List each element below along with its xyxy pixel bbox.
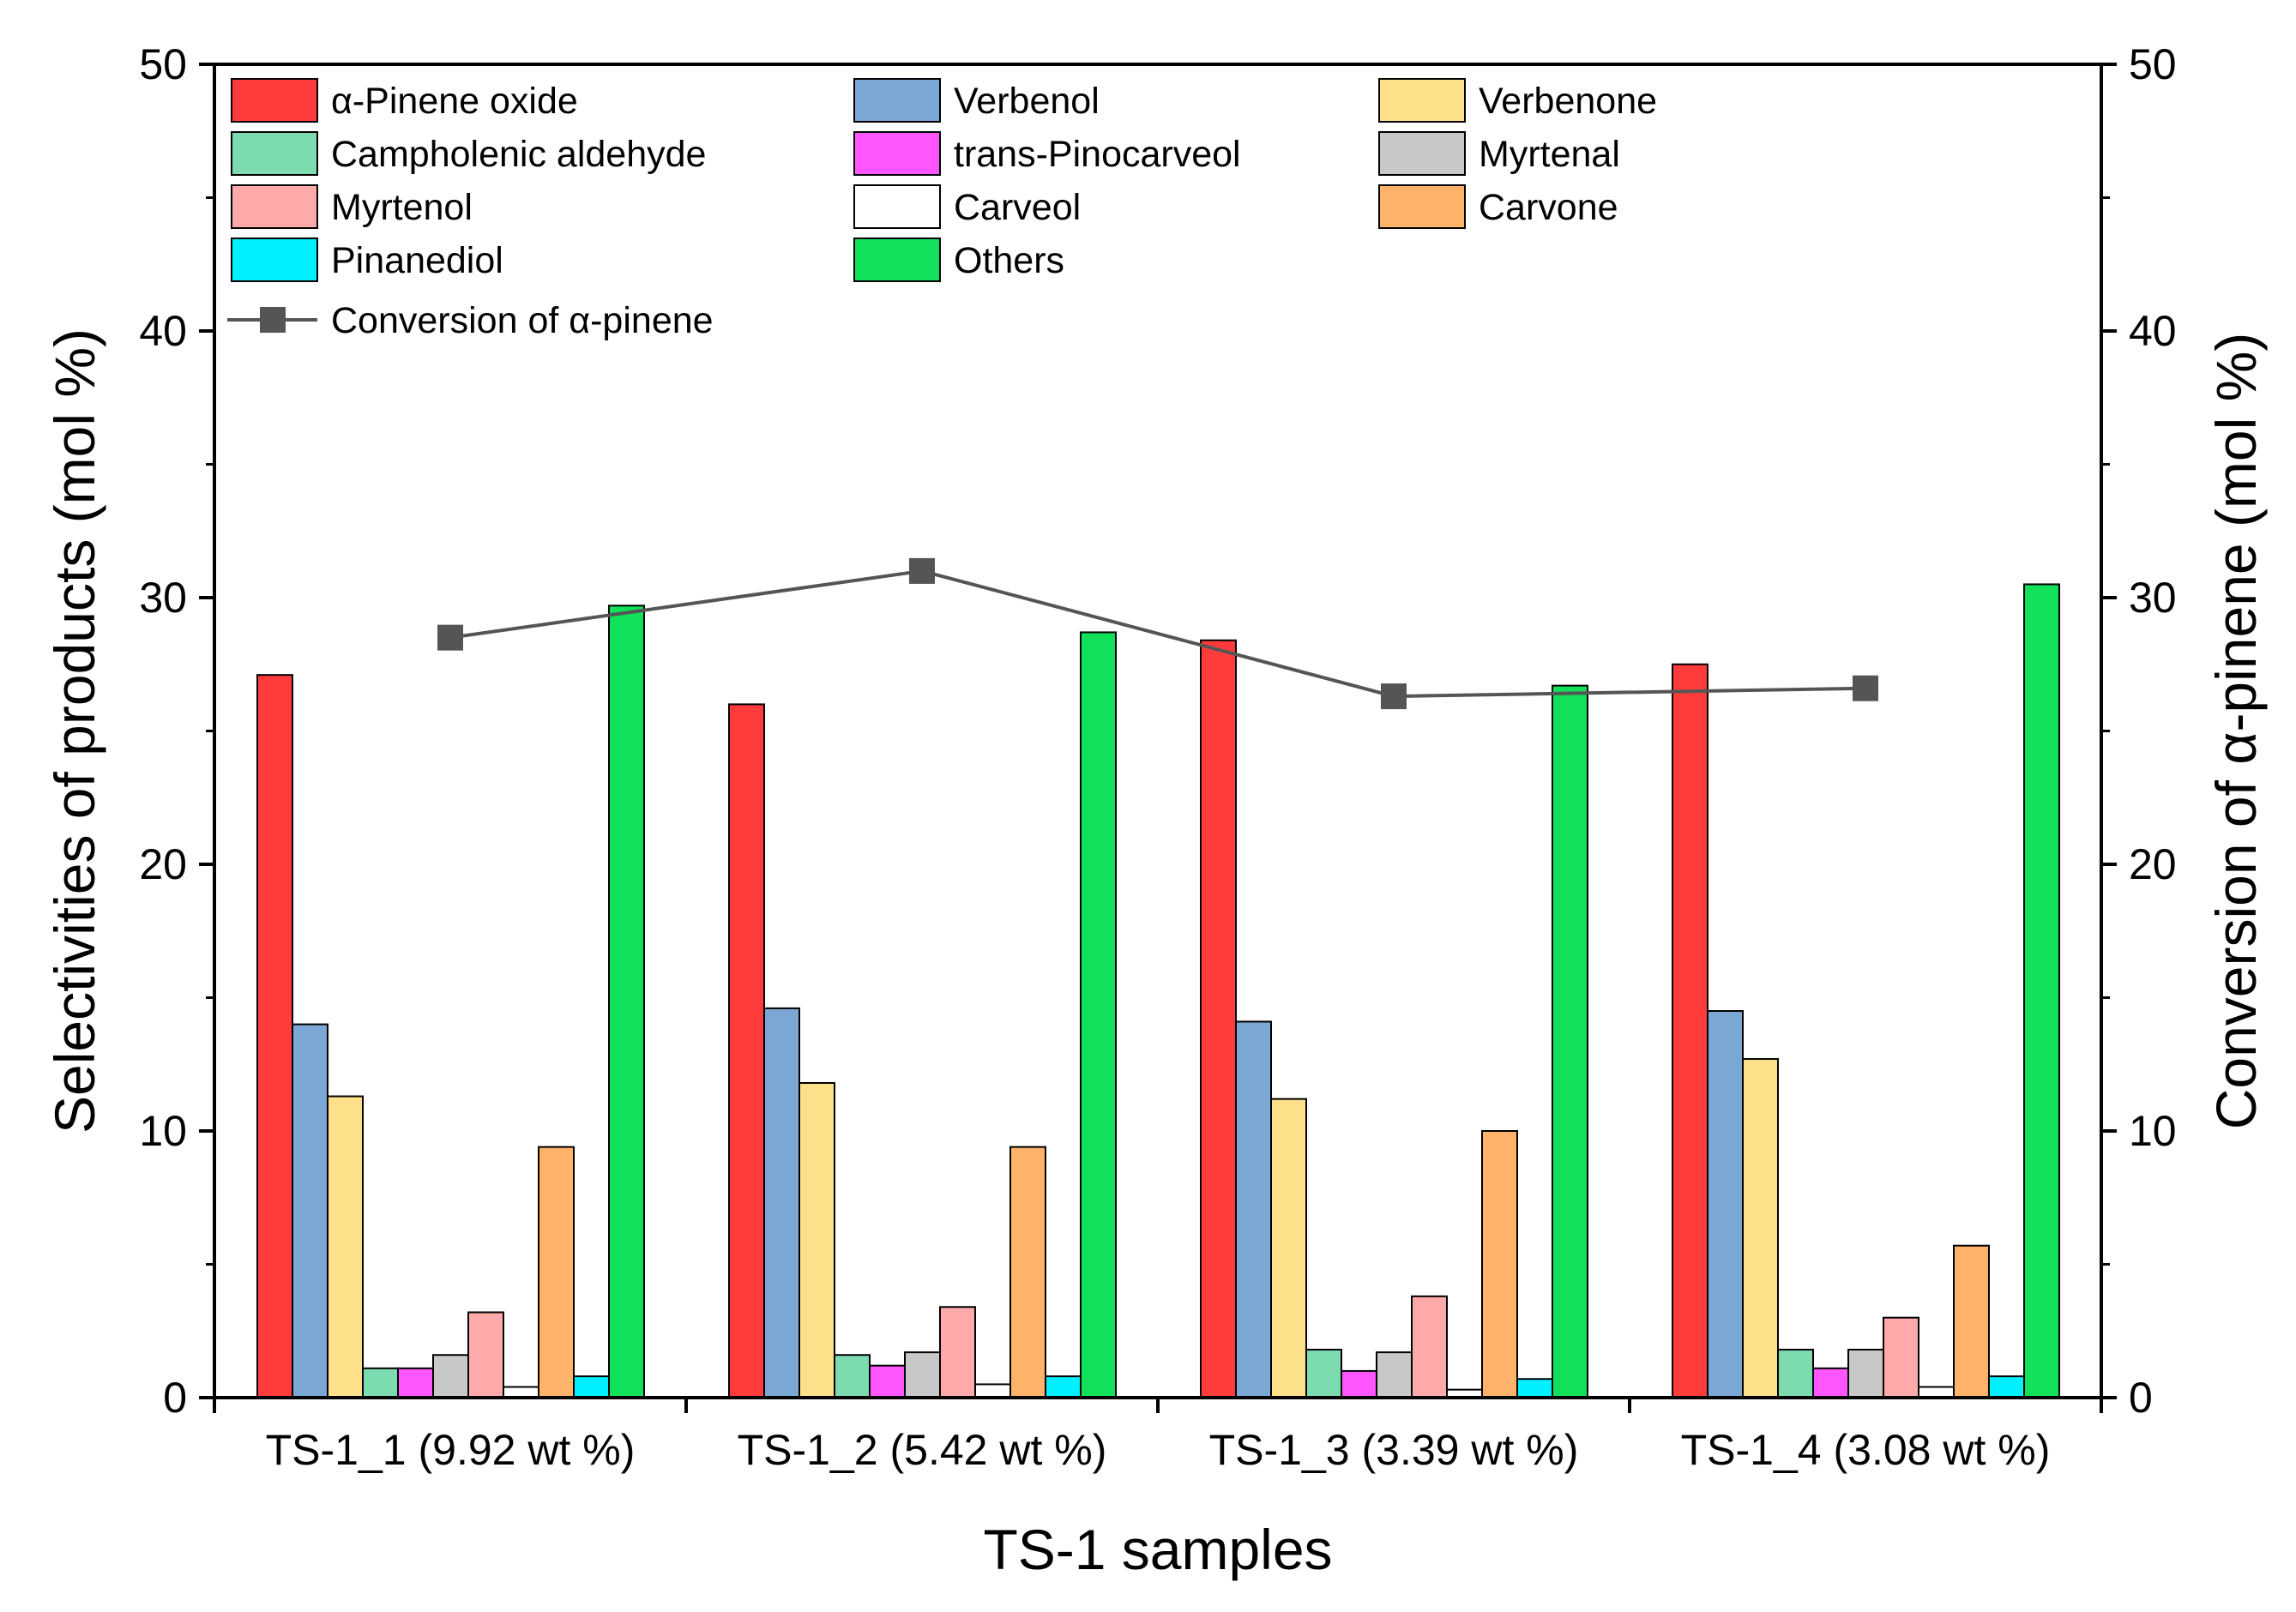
bar--pinene-oxide-1: [256, 674, 293, 1398]
bar--pinene-oxide-2: [728, 703, 765, 1398]
bar--pinene-oxide-3: [1200, 639, 1237, 1398]
legend-swatch-myrtenal: [1378, 131, 1466, 176]
bar-carvone-3: [1481, 1130, 1518, 1398]
y2-tick-label: 20: [2129, 840, 2177, 888]
legend-label-carvone: Carvone: [1479, 187, 1618, 228]
bar-verbenone-1: [327, 1095, 364, 1398]
y-tick-label: 0: [163, 1374, 187, 1422]
y-tick-label: 20: [139, 840, 187, 888]
bar-verbenone-4: [1742, 1058, 1779, 1399]
bar-verbenol-2: [763, 1007, 800, 1398]
bar-campholenic-aldehyde-3: [1305, 1349, 1342, 1399]
bar-myrtenal-2: [904, 1351, 941, 1399]
bar-carvone-1: [538, 1146, 575, 1399]
legend-swatch-pinanediol: [231, 238, 318, 282]
legend-swatch-myrtenol: [231, 184, 318, 229]
legend-label-verbenol: Verbenol: [954, 81, 1100, 122]
legend-swatch-carvone: [1378, 184, 1466, 229]
y-tick-label: 40: [139, 307, 187, 355]
legend-label-campholenic-aldehyde: Campholenic aldehyde: [331, 134, 706, 175]
bar-campholenic-aldehyde-4: [1777, 1349, 1814, 1399]
y2-tick-label: 30: [2129, 574, 2177, 622]
legend-swatch-carveol: [853, 184, 941, 229]
bar-myrtenal-3: [1376, 1351, 1413, 1399]
legend-label-verbenone: Verbenone: [1479, 81, 1657, 122]
legend-swatch-verbenol: [853, 78, 941, 123]
bar-verbenone-2: [798, 1082, 835, 1399]
legend-label--pinene-oxide: α-Pinene oxide: [331, 81, 578, 122]
bar-trans-pinocarveol-4: [1812, 1367, 1849, 1399]
legend-swatch-trans-pinocarveol: [853, 131, 941, 176]
axes-layer: 0 10 20 30 40 50 0 10 20 30 40 50 TS-1_1 (9.92 wt %)…: [139, 40, 2176, 1474]
conversion-point-3: [1381, 683, 1407, 710]
legend-label-conversion: Conversion of α-pinene: [331, 300, 714, 341]
legend-label-others: Others: [954, 240, 1064, 281]
legend-label-pinanediol: Pinanediol: [331, 240, 503, 281]
conversion-line-layer: [437, 557, 1878, 710]
bar-others-3: [1552, 684, 1588, 1398]
bar-carveol-2: [974, 1383, 1011, 1398]
y-tick-label: 50: [139, 40, 187, 88]
y2-tick-label: 50: [2129, 40, 2177, 88]
bar-myrtenol-2: [939, 1306, 976, 1399]
bar-campholenic-aldehyde-1: [362, 1367, 399, 1399]
bar-myrtenal-1: [432, 1354, 469, 1398]
y-tick-label: 30: [139, 574, 187, 622]
bar-others-1: [608, 604, 645, 1398]
bar-verbenol-3: [1235, 1020, 1272, 1398]
bar-verbenone-3: [1270, 1098, 1307, 1399]
bar-myrtenol-3: [1411, 1295, 1448, 1398]
conversion-point-4: [1853, 675, 1878, 701]
legend-label-myrtenol: Myrtenol: [331, 187, 473, 228]
y2-tick-label: 0: [2129, 1374, 2153, 1422]
y2-axis-title: Conversion of α-pinene (mol %): [2204, 333, 2268, 1130]
x-tick-label-1: TS-1_1 (9.92 wt %): [266, 1426, 636, 1474]
x-axis-title: TS-1 samples: [983, 1518, 1332, 1581]
y-tick-label: 10: [139, 1107, 187, 1155]
conversion-point-2: [909, 557, 935, 584]
bar-trans-pinocarveol-3: [1341, 1369, 1377, 1399]
bar-carvone-2: [1009, 1146, 1046, 1399]
bar-verbenol-4: [1707, 1010, 1744, 1399]
bar-others-2: [1080, 631, 1117, 1398]
legend-label-trans-pinocarveol: trans-Pinocarveol: [954, 134, 1241, 175]
legend-swatch-verbenone: [1378, 78, 1466, 123]
bar-trans-pinocarveol-1: [397, 1367, 434, 1399]
legend-label-carveol: Carveol: [954, 187, 1081, 228]
bar-verbenol-1: [292, 1023, 328, 1398]
legend: α-Pinene oxide Verbenol Verbenone Campholen…: [227, 78, 1657, 341]
bar--pinene-oxide-4: [1672, 663, 1708, 1398]
legend-swatch--pinene-oxide: [231, 78, 318, 123]
legend-line-marker: [260, 307, 286, 333]
bar-myrtenol-4: [1883, 1316, 1919, 1398]
bar-campholenic-aldehyde-2: [834, 1354, 871, 1398]
bar-pinanediol-4: [1988, 1375, 2025, 1398]
conversion-line: [449, 568, 1866, 699]
bar-pinanediol-3: [1516, 1378, 1553, 1398]
legend-swatch-others: [853, 238, 941, 282]
y2-tick-label: 40: [2129, 307, 2177, 355]
x-tick-label-3: TS-1_3 (3.39 wt %): [1209, 1426, 1579, 1474]
x-tick-label-4: TS-1_4 (3.08 wt %): [1681, 1426, 2051, 1474]
legend-swatch-campholenic-aldehyde: [231, 131, 318, 176]
y-axis-title: Selectivities of products (mol %): [43, 328, 106, 1134]
bar-trans-pinocarveol-2: [869, 1364, 906, 1399]
bars-layer: [256, 583, 2060, 1399]
legend-label-myrtenal: Myrtenal: [1479, 134, 1620, 175]
bar-pinanediol-2: [1045, 1375, 1082, 1398]
y2-tick-label: 10: [2129, 1107, 2177, 1155]
bar-carvone-4: [1953, 1244, 1990, 1398]
bar-pinanediol-1: [573, 1375, 610, 1398]
bar-myrtenal-4: [1847, 1349, 1884, 1399]
x-tick-label-2: TS-1_2 (5.42 wt %): [738, 1426, 1107, 1474]
bar-others-4: [2023, 583, 2060, 1398]
conversion-point-1: [437, 624, 463, 651]
bar-myrtenol-1: [467, 1311, 504, 1398]
